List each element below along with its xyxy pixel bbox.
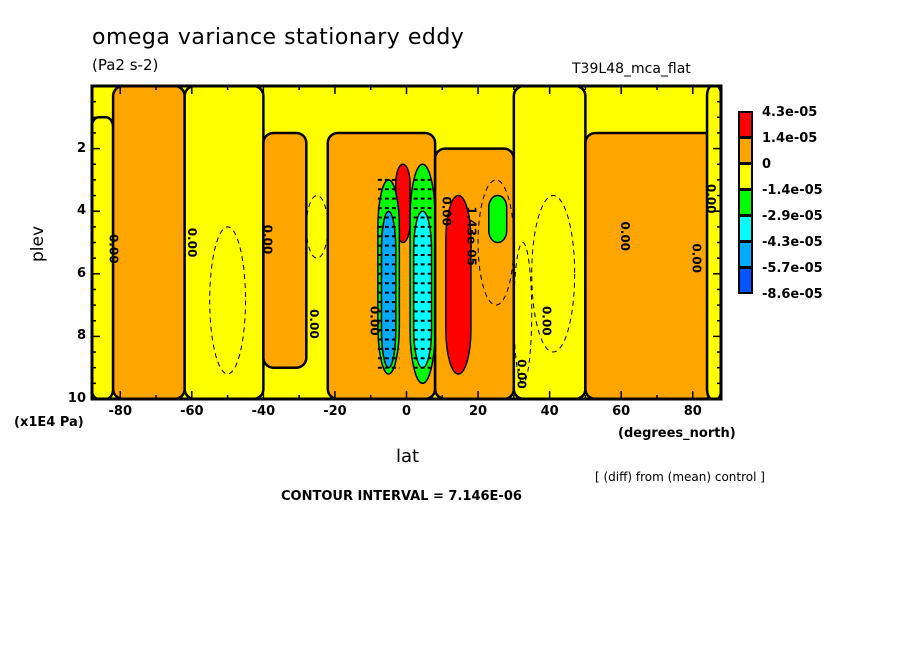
- y-tick-label: 2: [76, 140, 86, 156]
- colorbar-label: 4.3e-05: [762, 105, 818, 120]
- colorbar-label: -1.4e-05: [762, 183, 823, 198]
- x-axis-units: (degrees_north): [618, 426, 736, 441]
- colorbar-label: 1.4e-05: [762, 131, 818, 146]
- contour-fills: [92, 86, 721, 399]
- x-tick-label: -40: [251, 404, 276, 419]
- contour-interval: CONTOUR INTERVAL = 7.146E-06: [281, 489, 522, 504]
- negative-contour-line: [513, 241, 533, 384]
- colorbar-label: 0: [762, 157, 772, 172]
- contour-label: 0.00: [618, 221, 632, 251]
- contour-label: 0.00: [260, 225, 274, 255]
- contour-label: 0.00: [307, 309, 321, 339]
- contour-label: 1.43e-05: [464, 207, 478, 266]
- x-tick-label: 80: [683, 404, 702, 419]
- y-axis-units: (x1E4 Pa): [14, 415, 84, 430]
- y-tick-label: 10: [67, 391, 86, 406]
- contour-label: 0.00: [514, 359, 528, 389]
- contour-label: 0.00: [690, 243, 704, 273]
- negative-contour-line: [477, 179, 515, 306]
- chart-title: omega variance stationary eddy: [92, 25, 465, 50]
- colorbar-label: -5.7e-05: [762, 261, 823, 276]
- colorbar: [738, 111, 753, 294]
- x-tick-label: 0: [401, 404, 412, 419]
- colorbar-swatch: [738, 267, 753, 294]
- axis-ticks: [92, 86, 721, 399]
- diff-note: [ (diff) from (mean) control ]: [595, 470, 765, 484]
- x-tick-label: 40: [540, 404, 559, 419]
- run-label: T39L48_mca_flat: [572, 61, 691, 77]
- region-red-peak-north: [445, 194, 472, 375]
- colorbar-label: -8.6e-05: [762, 287, 823, 302]
- negative-contour-line: [531, 195, 576, 353]
- x-axis-label: lat: [396, 446, 420, 467]
- colorbar-swatch: [738, 163, 753, 190]
- y-tick-label: 4: [76, 203, 86, 219]
- negative-contour-line: [209, 226, 246, 375]
- region-blue-core-south: [380, 210, 397, 369]
- region-sh-orange-band: [111, 86, 186, 399]
- colorbar-swatch: [738, 111, 753, 138]
- x-tick-label: -80: [108, 404, 133, 419]
- colorbar-label: -2.9e-05: [762, 209, 823, 224]
- region-green-spot-25N: [488, 194, 508, 244]
- contour-label: 0.00: [185, 228, 199, 258]
- contour-label: 0.00: [368, 306, 382, 336]
- y-tick-label: 6: [76, 265, 86, 281]
- negative-contour-line: [305, 195, 329, 259]
- region-nh-yellow-band: [512, 86, 587, 399]
- contour-label: 0.00: [704, 184, 718, 214]
- y-tick-label: 8: [76, 328, 86, 344]
- contour-label: 0.00: [539, 306, 553, 336]
- colorbar-label: -4.3e-05: [762, 235, 823, 250]
- colorbar-swatch: [738, 215, 753, 242]
- x-tick-label: -60: [180, 404, 204, 419]
- x-tick-label: 20: [469, 404, 488, 419]
- colorbar-swatch: [738, 137, 753, 164]
- contour-lines: [209, 178, 576, 384]
- colorbar-swatch: [738, 189, 753, 216]
- region-cyan-core-north: [412, 210, 433, 369]
- contour-label: 0.00: [107, 234, 121, 264]
- x-tick-label: -20: [323, 404, 347, 419]
- contour-label: 0.00: [439, 196, 453, 226]
- x-tick-label: 60: [612, 404, 631, 419]
- chart-units: (Pa2 s-2): [92, 56, 159, 74]
- region-sh-mid-orange: [262, 131, 308, 369]
- colorbar-swatch: [738, 241, 753, 268]
- contour-labels: 0.00 0.00 0.00 0.00 0.00 0.00 1.43e-05 0.00 0.00…: [107, 184, 719, 389]
